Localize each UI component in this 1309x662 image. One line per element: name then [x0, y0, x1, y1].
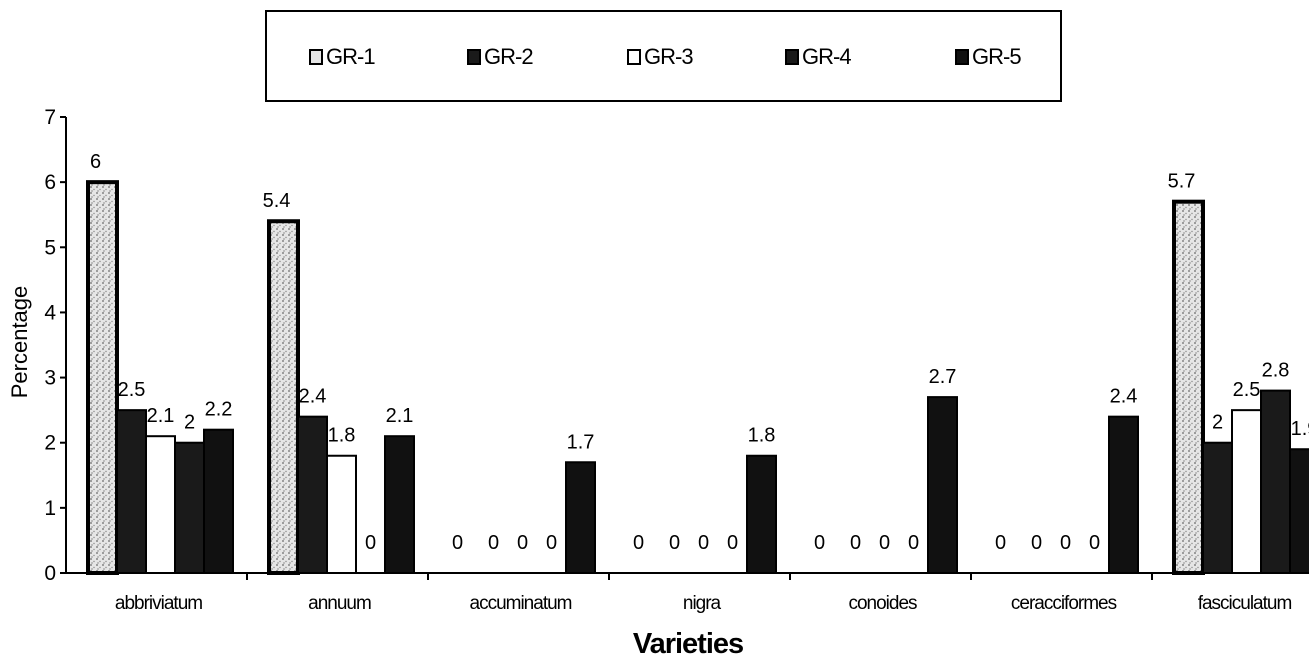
data-label: 0 [995, 532, 1006, 554]
data-label: 2.2 [205, 399, 233, 421]
bar-gr-5 [203, 428, 234, 574]
data-label: 2.4 [299, 386, 327, 408]
bar-gr-3 [1231, 409, 1262, 574]
x-tick-label: conoides [848, 593, 917, 614]
legend-label: GR-5 [972, 44, 1022, 69]
data-label: 0 [908, 532, 919, 554]
bar-gr-5 [1289, 448, 1309, 575]
bar-gr-3 [145, 435, 176, 575]
bar-gr-4 [1260, 389, 1291, 574]
legend-item-gr-3: GR-3 [627, 44, 694, 70]
legend-item-gr-4: GR-4 [785, 44, 852, 70]
data-label: 0 [850, 532, 861, 554]
bar-gr-5 [1108, 415, 1139, 574]
data-label: 2 [184, 412, 195, 434]
data-label: 0 [1060, 532, 1071, 554]
data-label: 2 [1212, 412, 1223, 434]
legend-swatch [309, 49, 323, 65]
legend-label: GR-2 [484, 44, 534, 69]
bar-gr-2 [1202, 441, 1233, 575]
bar-gr-3 [326, 454, 357, 574]
data-label: 2.4 [1110, 386, 1138, 408]
legend-item-gr-1: GR-1 [309, 44, 376, 70]
y-axis-title: Percentage [7, 285, 32, 399]
data-label: 0 [1031, 532, 1042, 554]
legend-label: GR-1 [326, 44, 376, 69]
legend-swatch [785, 49, 799, 65]
x-tick-label: nigra [683, 593, 722, 614]
y-tick-label: 1 [44, 497, 56, 520]
data-label: 5.4 [263, 190, 291, 212]
data-label: 2.5 [118, 379, 146, 401]
data-label: 2.7 [929, 366, 957, 388]
data-label: 2.1 [147, 405, 175, 427]
x-tick-label: ceracciformes [1011, 593, 1117, 614]
bar-gr-5 [927, 396, 958, 574]
data-label: 0 [1089, 532, 1100, 554]
y-tick-label: 7 [44, 106, 56, 129]
y-tick-label: 3 [44, 367, 56, 390]
data-label: 1.8 [748, 425, 776, 447]
bar-gr-1 [86, 180, 119, 575]
bar-gr-5 [384, 435, 415, 575]
bar-gr-2 [116, 409, 147, 574]
legend-swatch [467, 49, 481, 65]
bar-gr-4 [174, 441, 205, 575]
data-label: 0 [633, 532, 644, 554]
data-label: 0 [669, 532, 680, 554]
data-label: 0 [879, 532, 890, 554]
bars-group [86, 180, 1309, 576]
data-label: 1.9 [1291, 418, 1309, 440]
data-label: 0 [814, 532, 825, 554]
data-label: 0 [488, 532, 499, 554]
y-tick-label: 2 [44, 432, 56, 455]
x-tick-label: abbriviatum [115, 593, 202, 614]
data-label: 0 [698, 532, 709, 554]
bar-gr-1 [267, 219, 300, 575]
data-label: 0 [517, 532, 528, 554]
x-tick-label: annuum [308, 593, 371, 614]
data-label: 2.1 [386, 405, 414, 427]
bar-gr-5 [746, 454, 777, 574]
y-tick-label: 5 [44, 236, 56, 259]
legend-item-gr-2: GR-2 [467, 44, 534, 70]
legend-item-gr-5: GR-5 [955, 44, 1022, 70]
y-tick-label: 0 [44, 562, 56, 585]
data-label: 0 [727, 532, 738, 554]
data-label: 0 [546, 532, 557, 554]
legend-label: GR-3 [644, 44, 694, 69]
x-tick-label: fasciculatum [1198, 593, 1292, 614]
legend: GR-1 GR-2 GR-3 GR-4 GR-5 [265, 10, 1062, 102]
y-tick-label: 6 [44, 171, 56, 194]
data-label: 2.5 [1233, 379, 1261, 401]
data-label: 1.7 [567, 431, 595, 453]
data-label: 1.8 [328, 425, 356, 447]
bar-gr-5 [565, 461, 596, 574]
legend-label: GR-4 [802, 44, 852, 69]
axes: 0 1 2 3 4 5 6 7 abbriviatum annuum accuminatum nigr… [44, 106, 1309, 614]
y-tick-label: 4 [44, 301, 56, 324]
bar-gr-2 [297, 415, 328, 574]
data-label: 6 [90, 151, 101, 173]
x-axis-title: Varieties [632, 628, 744, 660]
legend-swatch [627, 49, 641, 65]
legend-swatch [955, 49, 969, 65]
data-label: 2.8 [1262, 360, 1290, 382]
data-label: 5.7 [1168, 171, 1196, 193]
bar-gr-1 [1172, 199, 1205, 576]
data-label: 0 [365, 532, 376, 554]
data-label: 0 [452, 532, 463, 554]
data-labels-group: 65.40 0 0 05.72.5 2.40 0 0 022.11.80 0 0 02.520 0 0 0… [90, 151, 1309, 554]
x-tick-label: accuminatum [470, 593, 572, 614]
